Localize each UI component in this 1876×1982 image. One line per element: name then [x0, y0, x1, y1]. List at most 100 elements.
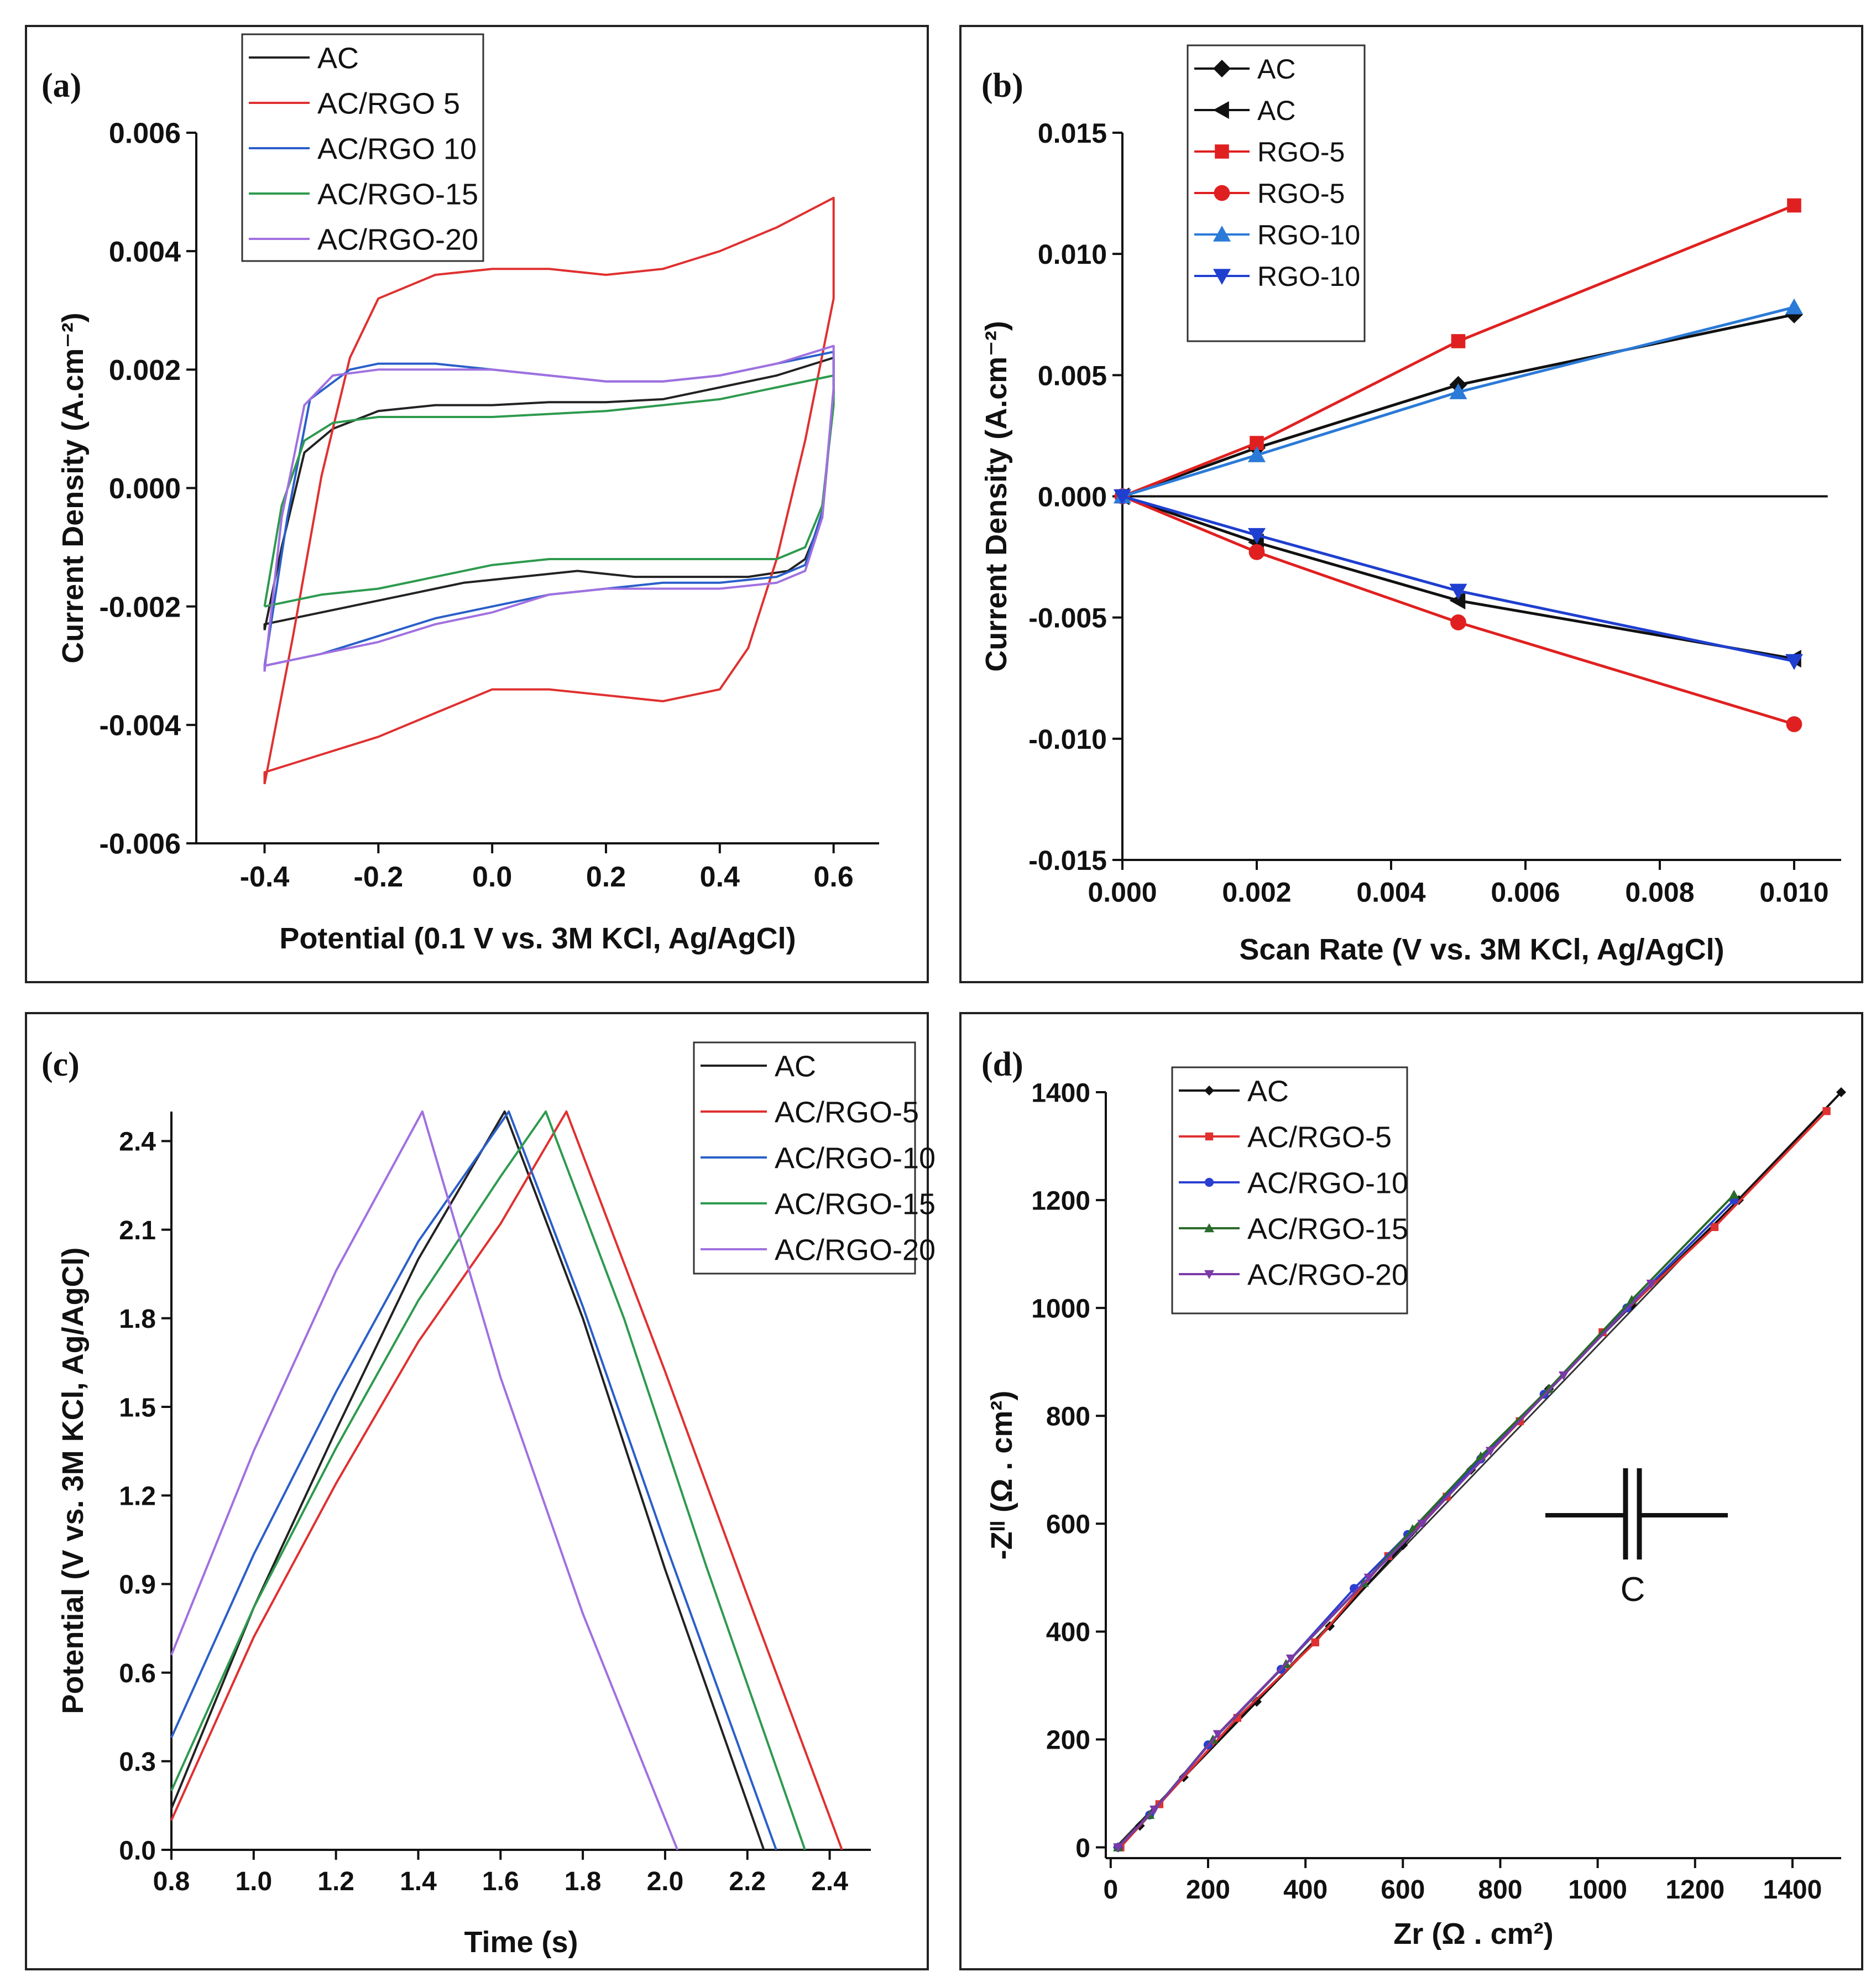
- legend-marker: [1213, 226, 1231, 242]
- data-point: [1785, 654, 1803, 670]
- legend-marker: [1204, 1086, 1214, 1096]
- capacitor-symbol: C: [1545, 1468, 1728, 1609]
- panel-label: (c): [41, 1046, 80, 1083]
- x-tick-label: 0.2: [586, 861, 626, 893]
- legend-entry: AC/RGO-10: [1247, 1166, 1408, 1199]
- x-tick-label: 400: [1283, 1875, 1328, 1905]
- chart-a: (a) -0.4 -0.2 0.0 0.2 0.4 0.6 -0.006 -0.004 -0.00…: [41, 33, 879, 955]
- x-tick-label: 1400: [1763, 1875, 1822, 1905]
- panel-d-frame: [959, 1012, 1863, 1970]
- y-tick-label: -0.005: [1028, 603, 1107, 634]
- data-point: [1710, 1223, 1719, 1232]
- y-tick-label: 2.4: [119, 1128, 156, 1157]
- series-rgo-10: [1114, 489, 1803, 670]
- series-line: [1122, 495, 1795, 726]
- x-axis-title: Scan Rate (V vs. 3M KCl, Ag/AgCl): [1239, 933, 1724, 966]
- y-tick-label: 200: [1046, 1726, 1090, 1755]
- series-line: [263, 374, 835, 608]
- data-point: [1449, 591, 1466, 609]
- series-line: [263, 356, 835, 630]
- legend-marker: [1213, 101, 1229, 119]
- data-point: [1729, 1190, 1739, 1199]
- series-ac-rgo-10: [170, 1110, 777, 1850]
- legend-entry: AC/RGO 10: [317, 132, 477, 165]
- chart-c: (c) 0.8 1.0 1.2 1.4 1.6 1.8 2.0 2.2 2.4 0.0 0.3 0.6 0…: [41, 1041, 936, 1959]
- y-tick-label: 1.5: [119, 1393, 156, 1422]
- data-point: [1149, 1806, 1160, 1815]
- x-tick-label: 1.4: [400, 1867, 437, 1896]
- data-point: [1113, 1843, 1123, 1853]
- y-axis-title: Current Density (A.cm⁻²): [980, 321, 1013, 672]
- x-tick-label: -0.2: [354, 861, 404, 893]
- legend-entry: AC/RGO-20: [775, 1233, 936, 1266]
- data-point: [1836, 1087, 1846, 1097]
- y-axis-title: -Zᴵᴵ (Ω . cm²): [985, 1391, 1018, 1560]
- x-tick-label: 0.4: [700, 861, 740, 893]
- series-line: [263, 345, 835, 672]
- x-tick-label: 1000: [1568, 1875, 1627, 1905]
- series-line: [1122, 204, 1795, 498]
- y-tick-label: 600: [1046, 1510, 1090, 1540]
- panel-label: (b): [981, 67, 1023, 105]
- data-point: [1544, 1384, 1554, 1393]
- data-point: [1558, 1371, 1569, 1381]
- data-point: [1646, 1280, 1656, 1289]
- series-line: [263, 351, 835, 667]
- legend: AC AC/RGO-5 AC/RGO-10 AC/RGO-15 AC/RGO-20: [1171, 1066, 1408, 1315]
- series-ac-rgo-15: [170, 1110, 806, 1850]
- legend-entry: RGO-10: [1257, 261, 1360, 292]
- y-axis-title: Current Density (A.cm⁻²): [56, 312, 90, 664]
- series-ac-rgo-5: [263, 196, 835, 785]
- data-point: [1786, 716, 1802, 732]
- x-tick-label: 1.8: [565, 1867, 602, 1896]
- legend: AC AC RGO-5 RGO-5 RGO-10 RGO-10: [1187, 44, 1366, 342]
- data-point: [1449, 583, 1467, 600]
- x-tick-label: 0.004: [1356, 877, 1425, 908]
- chart-b: (b) 0.000 0.002 0.004 0.006 0.008 0.010 -0.015 -…: [980, 44, 1841, 966]
- series-ac-rgo-15: [263, 374, 835, 608]
- legend-marker: [1214, 185, 1230, 201]
- legend-entry: AC/RGO 5: [317, 87, 460, 120]
- y-tick-label: 0: [1075, 1834, 1090, 1863]
- legend-marker: [1213, 60, 1231, 77]
- capacitor-label: C: [1621, 1571, 1645, 1609]
- y-tick-label: 0.005: [1038, 360, 1107, 391]
- y-tick-label: 1.2: [119, 1482, 156, 1511]
- legend-entry: AC/RGO-5: [1247, 1120, 1392, 1154]
- series-line: [1119, 1110, 1828, 1848]
- series-ac-rgo-20: [263, 345, 835, 672]
- x-tick-label: 0: [1103, 1875, 1118, 1905]
- y-tick-label: -0.015: [1028, 845, 1107, 876]
- y-tick-label: -0.002: [100, 591, 181, 623]
- x-tick-label: 1.2: [317, 1867, 354, 1896]
- data-point: [1114, 489, 1131, 505]
- data-point: [1363, 1573, 1374, 1583]
- x-axis-title: Time (s): [464, 1926, 578, 1959]
- series-ac-rgo-10: [263, 351, 835, 667]
- series-ac-rgo-5: [170, 1110, 843, 1850]
- data-point: [1311, 1638, 1319, 1647]
- x-tick-label: 0.8: [153, 1867, 190, 1896]
- chart-d: (d) 0 200 400 600 800 1000 1200 1400 0 200 400 600 80…: [981, 1046, 1846, 1950]
- y-tick-label: 0.002: [109, 354, 181, 387]
- data-point: [1417, 1520, 1428, 1529]
- series-ac: [170, 1110, 765, 1850]
- x-tick-label: 600: [1381, 1875, 1425, 1905]
- data-point: [1248, 544, 1265, 560]
- data-point: [1785, 298, 1803, 315]
- x-tick-label: 0.010: [1759, 877, 1828, 908]
- panel-label: (a): [41, 67, 81, 105]
- panel-b-frame: [959, 25, 1863, 983]
- y-tick-label: 2.1: [119, 1216, 156, 1245]
- y-tick-label: 800: [1046, 1402, 1090, 1431]
- legend-entry: AC/RGO-15: [1247, 1212, 1408, 1245]
- series-line: [170, 1110, 843, 1850]
- x-tick-label: 1.6: [482, 1867, 519, 1896]
- data-point: [1822, 1107, 1831, 1115]
- x-tick-label: 0.6: [814, 861, 854, 893]
- series-ac-rgo-20: [170, 1110, 679, 1850]
- legend-entry: AC: [775, 1050, 816, 1083]
- data-point: [1252, 1697, 1262, 1707]
- x-axis-title: Potential (0.1 V vs. 3M KCl, Ag/AgCl): [279, 922, 796, 955]
